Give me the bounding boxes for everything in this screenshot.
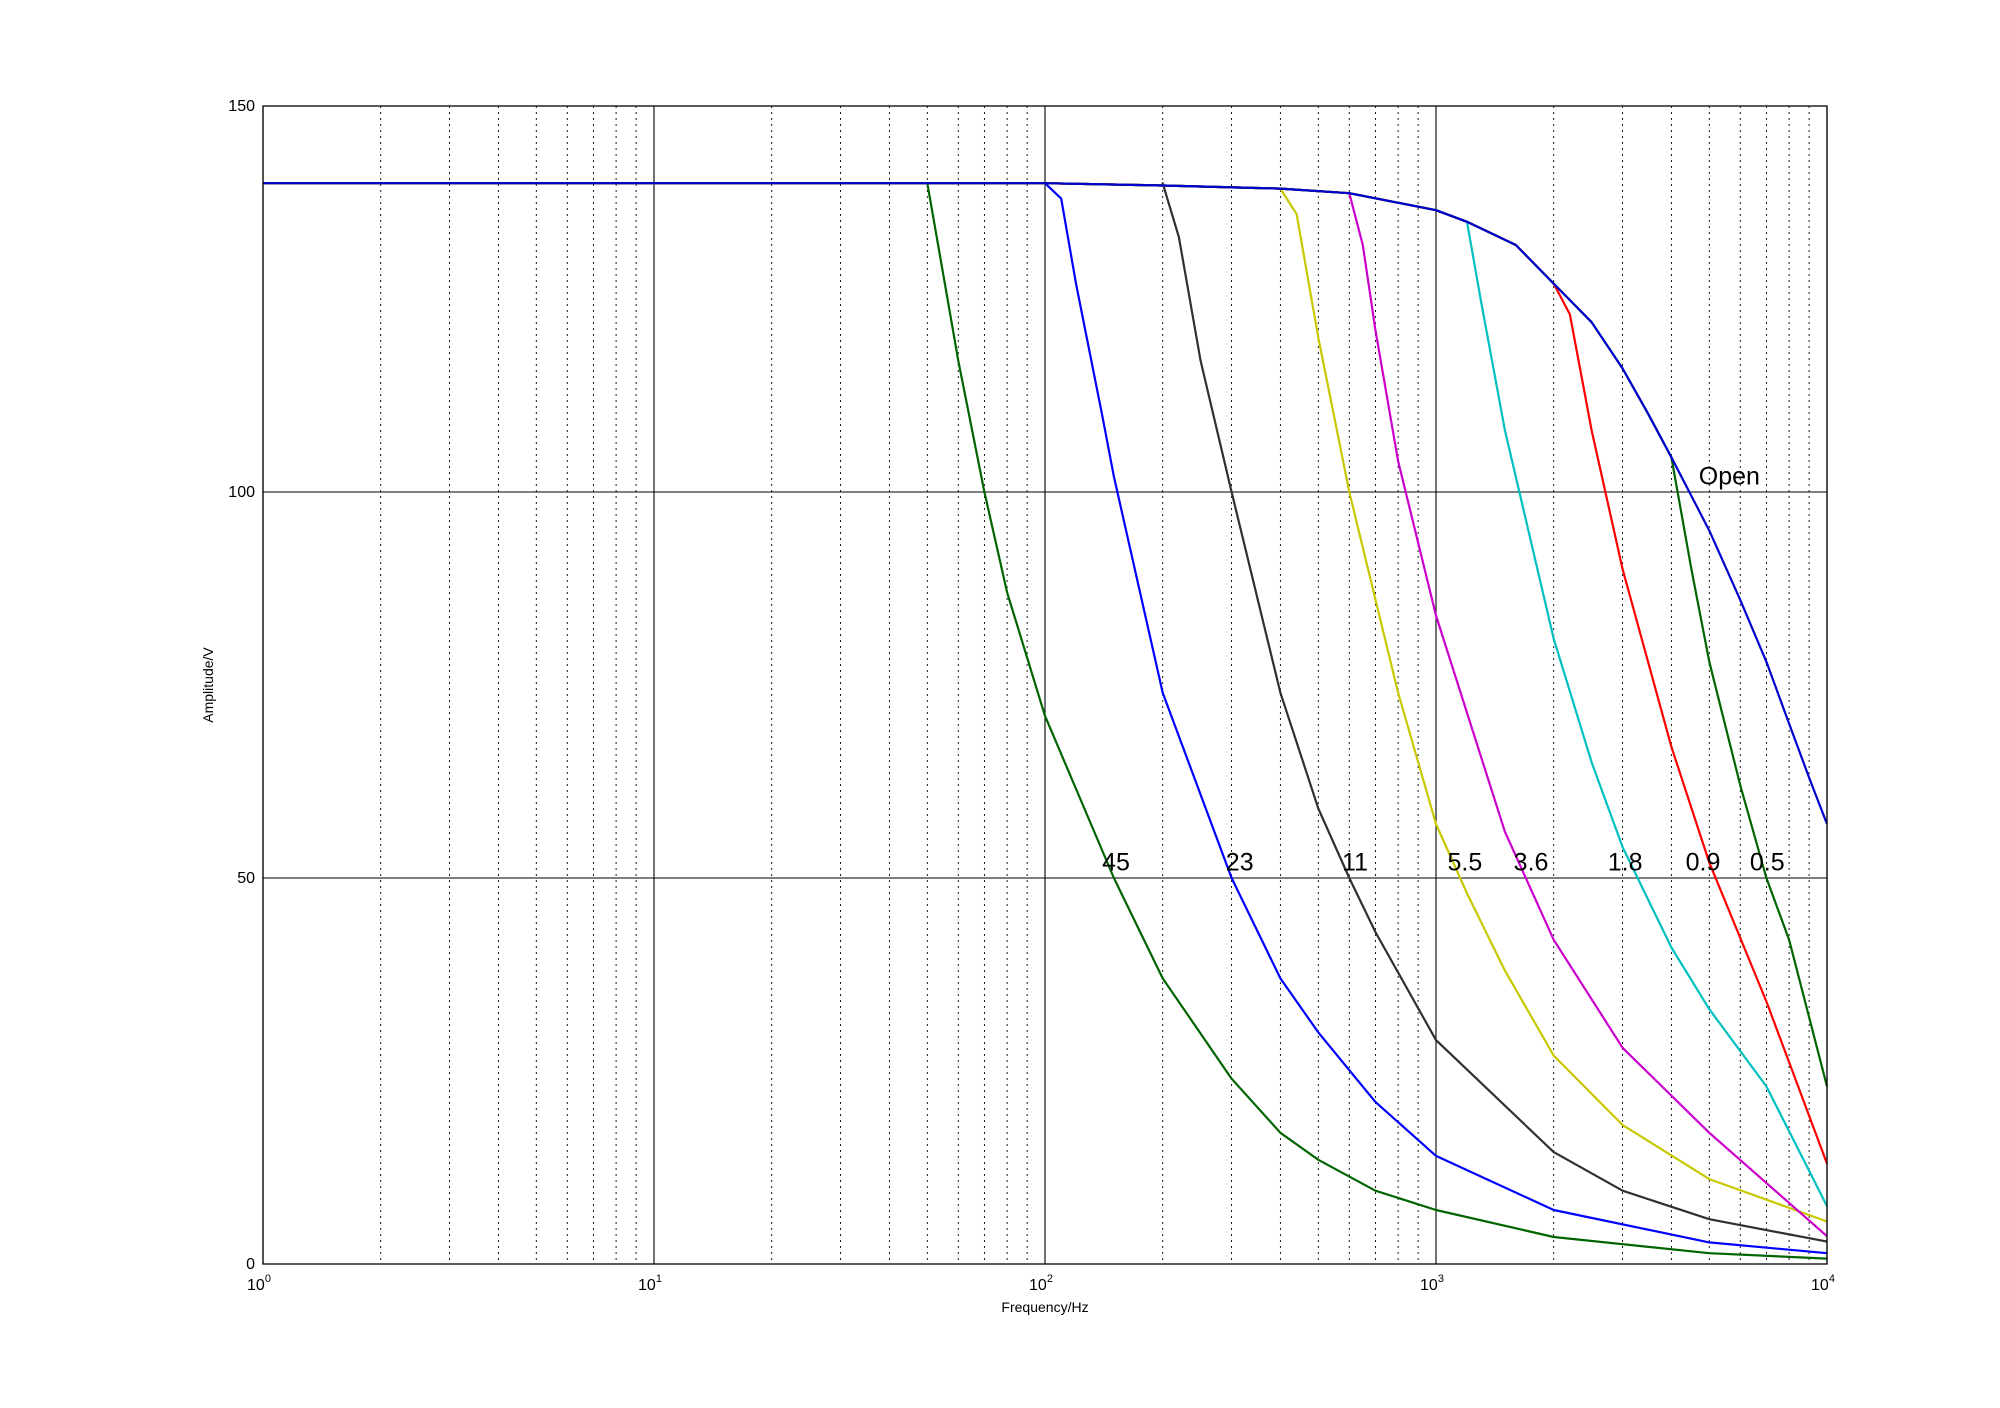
curve-label: 0.5 [1750,848,1785,876]
y-axis-title: Amplitude/V [200,647,216,723]
axis-ticks: 100 101 102 103 104 0 50 100 150 [228,98,1835,1294]
x-axis-title: Frequency/Hz [1001,1299,1088,1315]
curve-label: Open [1699,462,1760,490]
curve-label: 11 [1342,848,1368,876]
series-lines [263,182,1829,1260]
curve-label: 23 [1226,848,1254,876]
y-tick-label: 150 [228,98,255,115]
series-line-45 [263,182,1828,1260]
x-tick-label: 100 [247,1273,271,1294]
series-line-open [263,182,1829,825]
x-tick-label: 102 [1029,1273,1053,1294]
y-tick-label: 50 [237,870,255,887]
x-tick-label: 103 [1420,1273,1444,1294]
series-line-23 [263,182,1828,1255]
x-tick-label: 101 [638,1273,662,1294]
curve-labels: Open 45 23 11 5.5 3.6 1.8 0.9 0.5 [1102,462,1785,876]
curve-label: 3.6 [1514,848,1549,876]
x-tick-label: 104 [1811,1273,1835,1294]
curve-label: 45 [1102,848,1130,876]
curve-label: 5.5 [1447,848,1482,876]
grid-lines [262,105,1828,1265]
y-tick-label: 100 [228,484,255,501]
curve-label: 1.8 [1608,848,1643,876]
y-tick-label: 0 [246,1256,255,1273]
plot-frame [262,105,1828,1265]
curve-label: 0.9 [1686,848,1721,876]
